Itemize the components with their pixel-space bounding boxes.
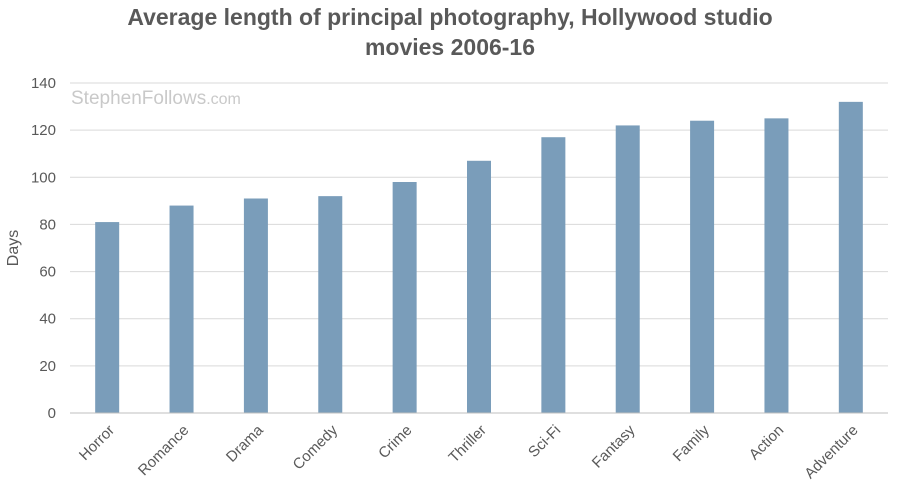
- bar-adventure: [838, 101, 863, 413]
- y-tick-label: 120: [31, 122, 56, 139]
- y-tick-label: 100: [31, 169, 56, 186]
- y-axis-title: Days: [5, 230, 22, 266]
- y-tick-label: 20: [39, 358, 56, 375]
- bar-comedy: [318, 196, 343, 413]
- bar-action: [764, 118, 789, 413]
- watermark-name: StephenFollows: [71, 88, 207, 109]
- x-tick-label: Comedy: [290, 421, 342, 473]
- x-tick-label: Fantasy: [589, 421, 639, 471]
- x-tick-label: Romance: [135, 422, 192, 479]
- bar-sci-fi: [541, 137, 566, 413]
- watermark: StephenFollows.com: [71, 88, 241, 110]
- x-tick-labels: Horror Romance Drama Comedy Crime Thriller Sci…: [76, 421, 862, 482]
- x-tick-label: Crime: [375, 422, 415, 462]
- x-tick-label: Horror: [76, 422, 118, 464]
- x-tick-label: Adventure: [801, 422, 861, 482]
- y-tick-label: 80: [39, 216, 56, 233]
- bar-family: [690, 120, 715, 413]
- y-tick-label: 0: [48, 405, 56, 422]
- chart-title: Average length of principal photography,…: [0, 2, 900, 62]
- chart-title-line-2: movies 2006-16: [364, 34, 536, 60]
- y-tick-label: 40: [39, 311, 56, 328]
- x-tick-label: Drama: [223, 421, 267, 465]
- y-tick-label: 60: [39, 264, 56, 281]
- chart-title-line-1: Average length of principal photography,…: [127, 4, 773, 30]
- x-tick-label: Family: [670, 421, 714, 465]
- bar-drama: [243, 198, 268, 413]
- y-tick-labels: 0 20 40 60 80 100 120 140: [31, 75, 56, 422]
- x-tick-label: Action: [746, 422, 788, 464]
- x-tick-label: Thriller: [445, 422, 489, 466]
- watermark-suffix: .com: [206, 91, 241, 108]
- bar-thriller: [467, 160, 491, 413]
- y-tick-label: 140: [31, 75, 56, 92]
- bar-fantasy: [615, 125, 640, 413]
- bar-romance: [169, 205, 194, 413]
- x-tick-label: Sci-Fi: [525, 422, 564, 461]
- bar-horror: [95, 222, 120, 413]
- bars: [95, 101, 863, 413]
- bar-crime: [392, 182, 417, 413]
